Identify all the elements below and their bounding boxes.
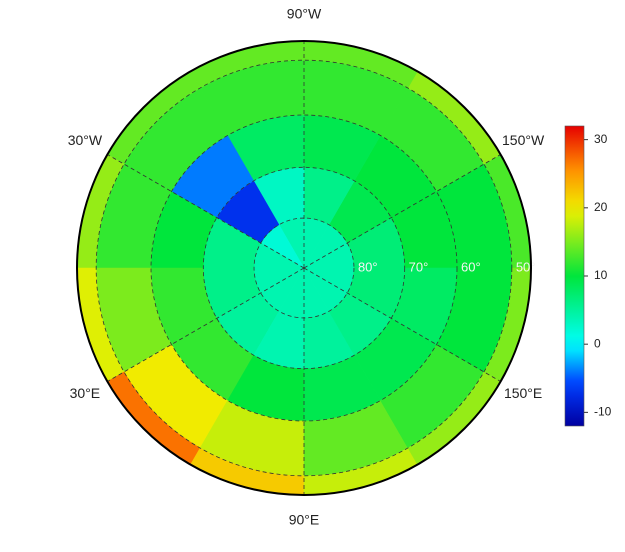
longitude-label: 90°W — [287, 6, 322, 22]
longitude-label: 90°E — [289, 512, 320, 528]
graticule: 80° 70° 60° 50° — [95, 41, 536, 495]
latitude-label: 50° — [516, 259, 536, 274]
latitude-label: 80° — [358, 259, 378, 274]
map-border — [76, 40, 532, 496]
meridian — [107, 267, 305, 382]
colorbar-tick-label: -10 — [594, 405, 612, 419]
colorbar — [564, 125, 585, 427]
meridian — [303, 154, 501, 269]
colorbar-tick-label: 20 — [594, 200, 608, 214]
field-layer — [77, 41, 531, 495]
meridian — [107, 154, 305, 269]
longitude-label: 30°W — [68, 132, 103, 148]
latitude-circle — [95, 59, 513, 477]
latitude-label: 70° — [409, 259, 429, 274]
colorbar-tick-label: 10 — [594, 268, 608, 282]
longitude-label: 150°E — [504, 385, 542, 401]
colorbar-tick-label: 30 — [594, 132, 608, 146]
latitude-circle — [150, 114, 458, 422]
meridian — [303, 267, 501, 382]
colorbar-tick-label: 0 — [594, 336, 601, 350]
longitude-label: 30°E — [70, 385, 101, 401]
latitude-label: 60° — [461, 259, 481, 274]
longitude-label: 150°W — [502, 132, 545, 148]
